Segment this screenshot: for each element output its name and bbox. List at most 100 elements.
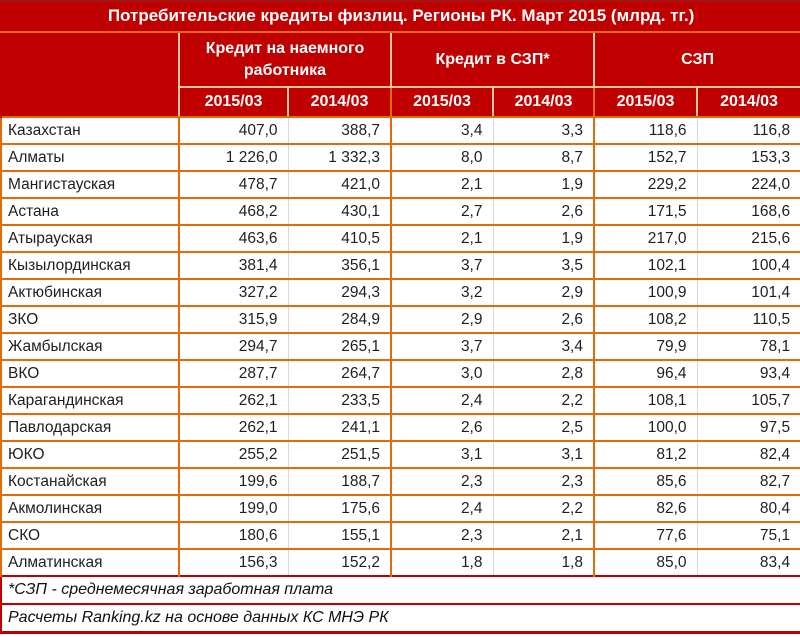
value-cell: 78,1 [696,332,800,360]
value-cell: 79,9 [593,332,697,360]
table-header: Потребительские кредиты физлиц. Регионы … [0,0,800,118]
region-cell: Мангистауская [0,170,179,198]
table-body: Казахстан 407,0 388,7 3,4 3,3 118,6 116,8 Алмат… [0,116,800,576]
value-cell: 102,1 [593,251,697,279]
value-cell: 152,7 [593,143,697,171]
value-cell: 327,2 [178,278,288,306]
value-cell: 199,6 [178,467,288,495]
value-cell: 294,7 [178,332,288,360]
value-cell: 77,6 [593,521,697,549]
region-cell: Астана [0,197,179,225]
region-column-header [0,32,179,117]
value-cell: 2,3 [390,467,493,495]
value-cell: 1 226,0 [178,143,288,171]
value-cell: 82,4 [696,440,800,468]
value-cell: 199,0 [178,494,288,522]
value-cell: 2,9 [492,278,594,306]
value-cell: 262,1 [178,386,288,414]
value-cell: 3,4 [492,332,594,360]
footnote-row: *СЗП - среднемесячная заработная плата [0,575,800,604]
value-cell: 430,1 [287,197,391,225]
value-cell: 152,2 [287,548,391,576]
value-cell: 153,3 [696,143,800,171]
value-cell: 108,1 [593,386,697,414]
region-cell: СКО [0,521,179,549]
value-cell: 381,4 [178,251,288,279]
value-cell: 407,0 [178,116,288,144]
group-header-row: Кредит на наемного работника Кредит в СЗ… [0,32,800,117]
value-cell: 118,6 [593,116,697,144]
value-cell: 2,1 [390,170,493,198]
value-cell: 287,7 [178,359,288,387]
group-header-szp: СЗП [592,32,800,88]
value-cell: 229,2 [593,170,697,198]
value-cell: 100,4 [696,251,800,279]
table-row: Кызылординская 381,4 356,1 3,7 3,5 102,1 100,4 [0,251,800,279]
value-cell: 188,7 [287,467,391,495]
region-cell: Алматы [0,143,179,171]
value-cell: 294,3 [287,278,391,306]
value-cell: 255,2 [178,440,288,468]
value-cell: 356,1 [287,251,391,279]
table-row: Казахстан 407,0 388,7 3,4 3,3 118,6 116,8 [0,116,800,144]
group-header-credit-in-szp: Кредит в СЗП* [390,32,594,88]
value-cell: 85,0 [593,548,697,576]
value-cell: 2,2 [492,386,594,414]
value-cell: 2,6 [492,197,594,225]
value-cell: 3,7 [390,251,493,279]
title-row: Потребительские кредиты физлиц. Регионы … [0,0,800,33]
table-row: Алматинская 156,3 152,2 1,8 1,8 85,0 83,4 [0,548,800,576]
value-cell: 478,7 [178,170,288,198]
value-cell: 215,6 [696,224,800,252]
value-cell: 3,2 [390,278,493,306]
period-header: 2015/03 [390,87,493,118]
value-cell: 388,7 [287,116,391,144]
value-cell: 284,9 [287,305,391,333]
table-row: Мангистауская 478,7 421,0 2,1 1,9 229,2 224,0 [0,170,800,198]
region-cell: ВКО [0,359,179,387]
table-row: ЮКО 255,2 251,5 3,1 3,1 81,2 82,4 [0,440,800,468]
table-row: Атырауская 463,6 410,5 2,1 1,9 217,0 215,6 [0,224,800,252]
region-cell: Карагандинская [0,386,179,414]
footnote-row: Расчеты Ranking.kz на основе данных КС М… [0,603,800,634]
value-cell: 2,6 [492,305,594,333]
value-cell: 2,3 [492,467,594,495]
value-cell: 75,1 [696,521,800,549]
region-cell: Акмолинская [0,494,179,522]
value-cell: 2,6 [390,413,493,441]
table-row: Павлодарская 262,1 241,1 2,6 2,5 100,0 97,5 [0,413,800,441]
table-row: Астана 468,2 430,1 2,7 2,6 171,5 168,6 [0,197,800,225]
value-cell: 2,9 [390,305,493,333]
value-cell: 100,9 [593,278,697,306]
value-cell: 1,9 [492,224,594,252]
region-cell: ЮКО [0,440,179,468]
value-cell: 233,5 [287,386,391,414]
value-cell: 155,1 [287,521,391,549]
period-header: 2014/03 [492,87,594,118]
value-cell: 3,3 [492,116,594,144]
value-cell: 410,5 [287,224,391,252]
value-cell: 100,0 [593,413,697,441]
footnote-source: Расчеты Ranking.kz на основе данных КС М… [0,603,800,634]
period-header: 2014/03 [695,87,800,118]
region-cell: Атырауская [0,224,179,252]
region-cell: ЗКО [0,305,179,333]
value-cell: 224,0 [696,170,800,198]
value-cell: 264,7 [287,359,391,387]
value-cell: 1 332,3 [287,143,391,171]
table-row: Карагандинская 262,1 233,5 2,4 2,2 108,1 105,7 [0,386,800,414]
table-row: Алматы 1 226,0 1 332,3 8,0 8,7 152,7 153,3 [0,143,800,171]
value-cell: 156,3 [178,548,288,576]
footnote-szp-definition: *СЗП - среднемесячная заработная плата [0,575,800,604]
table-row: ВКО 287,7 264,7 3,0 2,8 96,4 93,4 [0,359,800,387]
value-cell: 315,9 [178,305,288,333]
value-cell: 83,4 [696,548,800,576]
region-cell: Алматинская [0,548,179,576]
value-cell: 101,4 [696,278,800,306]
value-cell: 81,2 [593,440,697,468]
value-cell: 251,5 [287,440,391,468]
value-cell: 468,2 [178,197,288,225]
table-row: Костанайская 199,6 188,7 2,3 2,3 85,6 82,7 [0,467,800,495]
value-cell: 3,1 [390,440,493,468]
